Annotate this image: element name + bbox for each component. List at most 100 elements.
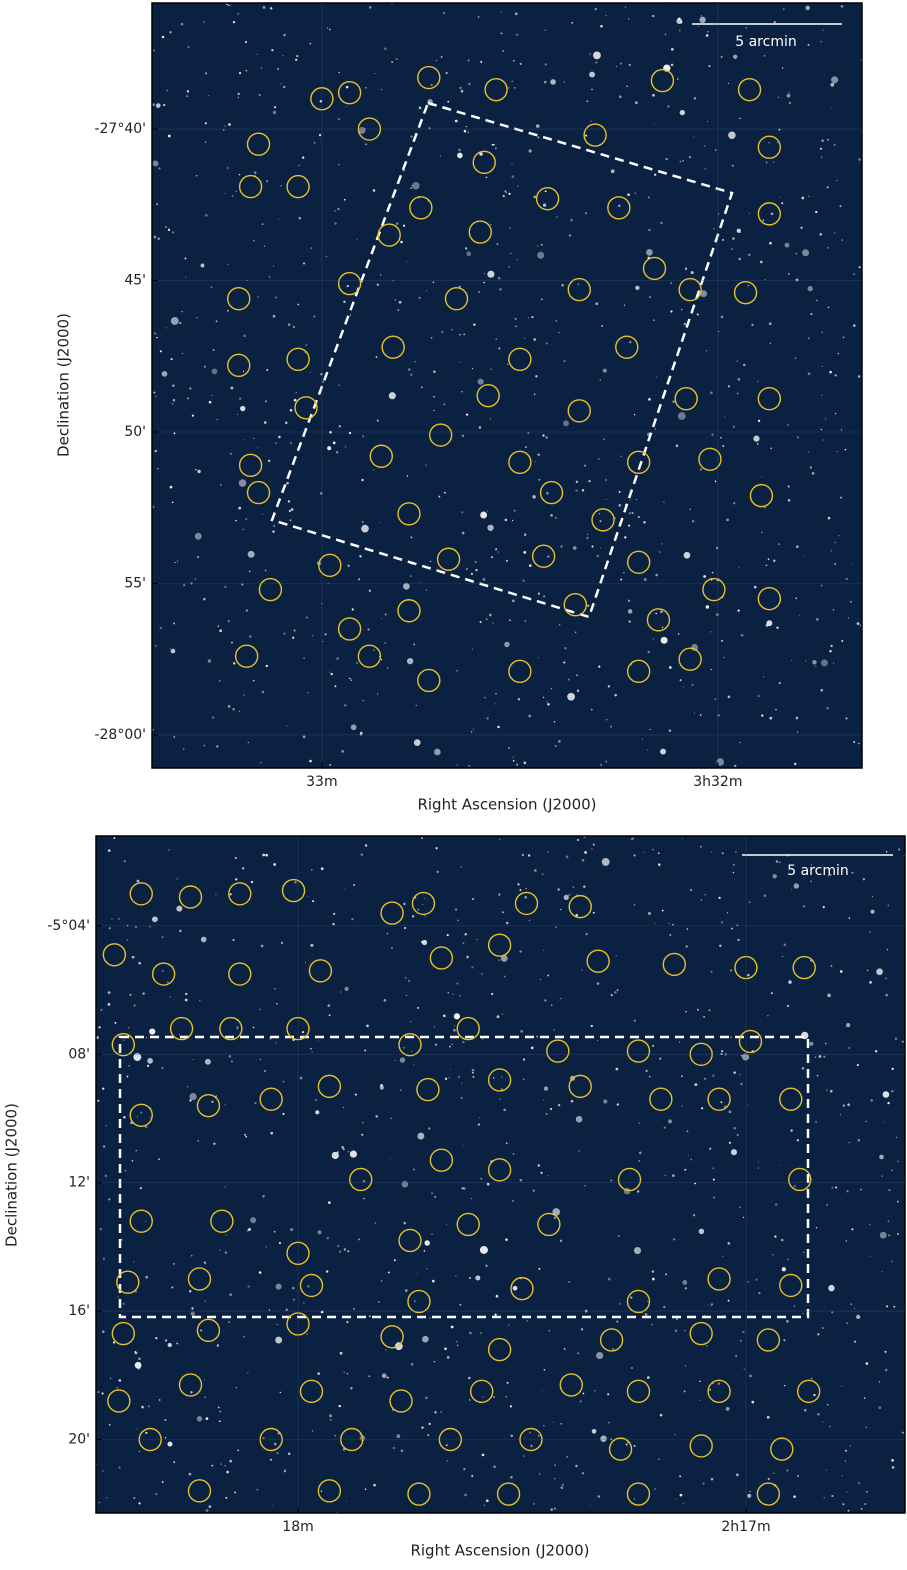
- star: [461, 1187, 464, 1190]
- star: [280, 941, 284, 945]
- star: [535, 124, 540, 128]
- star: [778, 861, 781, 864]
- star: [686, 928, 689, 930]
- star: [772, 874, 777, 879]
- star: [586, 536, 589, 540]
- star: [588, 479, 591, 483]
- star: [665, 1273, 667, 1276]
- star: [158, 1158, 160, 1161]
- star: [499, 838, 501, 840]
- star: [595, 302, 599, 306]
- star: [591, 848, 593, 850]
- star: [450, 1325, 454, 1329]
- star: [829, 1426, 831, 1428]
- star: [831, 1494, 834, 1498]
- star: [317, 1230, 322, 1235]
- source-circle: [615, 335, 639, 359]
- star: [436, 870, 439, 873]
- star: [778, 196, 780, 198]
- star: [585, 933, 588, 936]
- star: [896, 1160, 899, 1163]
- star: [697, 25, 699, 27]
- star: [796, 1139, 799, 1142]
- star: [815, 1226, 818, 1229]
- star: [586, 604, 590, 607]
- source-circle: [757, 202, 782, 226]
- source-circle: [317, 1479, 342, 1503]
- star: [465, 247, 468, 250]
- star: [831, 107, 833, 109]
- star: [614, 991, 617, 994]
- star: [345, 105, 347, 107]
- star: [768, 142, 770, 144]
- star: [267, 459, 271, 463]
- star: [297, 303, 300, 306]
- frame: [151, 2, 863, 769]
- star: [479, 1245, 488, 1254]
- star: [720, 55, 723, 58]
- star: [301, 1030, 305, 1034]
- star: [540, 243, 543, 246]
- star: [599, 547, 601, 549]
- star: [311, 1051, 313, 1053]
- star: [631, 837, 634, 841]
- star: [347, 1150, 350, 1153]
- star: [478, 426, 482, 429]
- star: [340, 991, 342, 993]
- star: [705, 605, 710, 609]
- star: [428, 1127, 431, 1130]
- star: [141, 1405, 144, 1409]
- star: [117, 1296, 120, 1298]
- star: [603, 438, 606, 441]
- star: [305, 616, 308, 619]
- star: [638, 1160, 640, 1162]
- star: [800, 226, 803, 229]
- star: [485, 176, 488, 179]
- star: [670, 63, 674, 67]
- star: [627, 609, 633, 614]
- star: [560, 1423, 562, 1425]
- star: [123, 1039, 125, 1042]
- star: [138, 961, 142, 965]
- star: [359, 555, 362, 558]
- star: [834, 562, 837, 565]
- star: [109, 1377, 112, 1380]
- star: [513, 60, 515, 62]
- star: [591, 1429, 597, 1434]
- star: [501, 911, 504, 914]
- star: [751, 1400, 755, 1404]
- star: [238, 174, 241, 176]
- star: [739, 741, 741, 744]
- star: [623, 304, 626, 306]
- source-circle: [608, 1437, 633, 1461]
- star: [176, 878, 179, 880]
- star: [137, 1366, 141, 1370]
- star: [204, 1262, 207, 1265]
- star: [652, 638, 654, 640]
- star: [468, 765, 470, 767]
- star: [159, 627, 162, 630]
- star: [399, 1057, 406, 1063]
- star: [672, 923, 674, 926]
- star: [678, 1041, 681, 1043]
- star: [802, 249, 810, 257]
- source-circle: [389, 1389, 413, 1413]
- source-circle: [537, 1212, 561, 1237]
- star: [362, 699, 365, 702]
- star: [510, 1476, 513, 1479]
- star: [427, 1434, 430, 1436]
- star: [531, 315, 534, 319]
- star: [652, 14, 655, 18]
- source-circle: [111, 1032, 136, 1057]
- star: [235, 1387, 238, 1389]
- star: [860, 1508, 863, 1510]
- star: [182, 748, 185, 751]
- star: [236, 413, 239, 415]
- star: [349, 677, 351, 680]
- star: [275, 1336, 283, 1344]
- star: [172, 398, 176, 402]
- star: [114, 1021, 117, 1024]
- star: [158, 167, 161, 170]
- star: [283, 33, 286, 37]
- source-circle: [456, 1016, 480, 1041]
